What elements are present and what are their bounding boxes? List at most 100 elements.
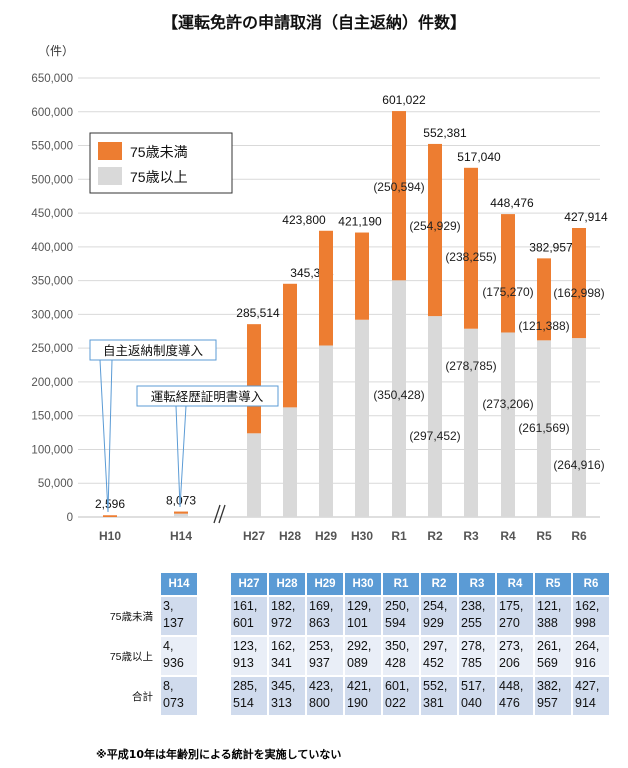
data-label-under75: (175,270) — [482, 285, 533, 299]
y-tick-label: 650,000 — [31, 73, 73, 85]
x-tick-label: R5 — [536, 529, 552, 543]
data-label-over75: (273,206) — [482, 397, 533, 411]
cell-line: 350, — [385, 639, 410, 653]
table-cell: 162, 341 — [269, 637, 305, 675]
cell-line: 238, — [461, 599, 486, 613]
cell-line: 421, — [347, 679, 372, 693]
x-tick-label: H27 — [243, 529, 265, 543]
cell-line: 040 — [461, 696, 482, 710]
table-cell: 345, 313 — [269, 677, 305, 715]
cell-line: 601, — [385, 679, 410, 693]
data-label-total: 8,073 — [166, 494, 196, 508]
table-cell: 250, 594 — [383, 597, 419, 635]
table-cell: 601, 022 — [383, 677, 419, 715]
y-tick-label: 200,000 — [31, 377, 73, 389]
data-label-total: 382,957 — [529, 240, 573, 254]
bar-segment-75-over — [174, 513, 188, 517]
data-label-under75: (250,594) — [373, 180, 424, 194]
cell-line: 936 — [163, 656, 184, 670]
cell-line: 161, — [233, 599, 258, 613]
bar-segment-75-under — [174, 511, 188, 514]
data-label-total: 552,381 — [423, 126, 467, 140]
table-cell: 169, 863 — [307, 597, 343, 635]
legend-swatch-over75 — [98, 167, 122, 185]
cell-line: 452 — [423, 656, 444, 670]
cell-line: 206 — [499, 656, 520, 670]
cell-line: 569 — [537, 656, 558, 670]
table-cell: 253, 937 — [307, 637, 343, 675]
table-row: 75歳未満 3, 137 161, 601 182, 972 169, 863 129, 101 25… — [102, 597, 609, 635]
cell-line: 255 — [461, 616, 482, 630]
table-cell: 427, 914 — [573, 677, 609, 715]
table-cell: 517, 040 — [459, 677, 495, 715]
bar-segment-75-over — [572, 338, 586, 517]
cell-line: 022 — [385, 696, 406, 710]
cell-line: 285, — [233, 679, 258, 693]
cell-line: 175, — [499, 599, 524, 613]
cell-line: 250, — [385, 599, 410, 613]
table-cell: 161, 601 — [231, 597, 267, 635]
table-cell: 175, 270 — [497, 597, 533, 635]
table-cell: 182, 972 — [269, 597, 305, 635]
bar-segment-75-under — [392, 111, 406, 281]
data-label-over75: (264,916) — [553, 458, 604, 472]
table-cell: 350, 428 — [383, 637, 419, 675]
cell-line: 278, — [461, 639, 486, 653]
cell-line: 8, — [163, 679, 174, 693]
y-tick-label: 450,000 — [31, 208, 73, 220]
bar-segment-75-over — [537, 340, 551, 517]
table-cell: 421, 190 — [345, 677, 381, 715]
cell-line: 273, — [499, 639, 524, 653]
table-corner — [102, 573, 159, 595]
y-axis-unit: （件） — [38, 44, 74, 58]
cell-line: 863 — [309, 616, 330, 630]
data-table: H14 H27 H28 H29 H30 R1 R2 R3 R4 R5 R6 75歳未満 3, 137 161… — [100, 571, 611, 717]
y-tick-label: 350,000 — [31, 276, 73, 288]
table-cell: 129, 101 — [345, 597, 381, 635]
cell-line: 388 — [537, 616, 558, 630]
table-cell: 297, 452 — [421, 637, 457, 675]
bar-segment-75-under — [319, 230, 333, 346]
data-label-under75: (121,388) — [518, 319, 569, 333]
callout-self-return-system: 自主返納制度導入 — [103, 343, 204, 358]
table-header: R4 — [497, 573, 533, 595]
x-tick-label: R4 — [500, 529, 516, 543]
data-label-total: 423,800 — [282, 213, 326, 227]
bar-segment-75-over — [428, 316, 442, 517]
bar-segment-75-over — [464, 328, 478, 517]
table-header: H14 — [161, 573, 197, 595]
cell-line: 089 — [347, 656, 368, 670]
table-gap — [199, 677, 229, 715]
legend-swatch-under75 — [98, 142, 122, 160]
table-header: R5 — [535, 573, 571, 595]
bar-segment-75-over — [283, 407, 297, 517]
data-label-total: 285,514 — [236, 306, 280, 320]
table-cell: 552, 381 — [421, 677, 457, 715]
cell-line: 264, — [575, 639, 600, 653]
cell-line: 182, — [271, 599, 296, 613]
legend-label-over75: 75歳以上 — [130, 169, 188, 185]
cell-line: 297, — [423, 639, 448, 653]
data-label-under75: (254,929) — [409, 219, 460, 233]
callout-driving-history-certificate: 運転経歴証明書導入 — [151, 389, 264, 404]
table-cell: 121, 388 — [535, 597, 571, 635]
cell-line: 137 — [163, 616, 184, 630]
cell-line: 785 — [461, 656, 482, 670]
callout-box — [136, 385, 279, 407]
cell-line: 601 — [233, 616, 254, 630]
y-tick-label: 150,000 — [31, 411, 73, 423]
bar-segment-75-over — [247, 433, 261, 517]
bar-total — [103, 515, 117, 517]
cell-line: 800 — [309, 696, 330, 710]
cell-line: 313 — [271, 696, 292, 710]
bar-segment-75-under — [283, 283, 297, 408]
cell-line: 345, — [271, 679, 296, 693]
table-gap — [199, 573, 229, 595]
cell-line: 594 — [385, 616, 406, 630]
bar-segment-75-under — [501, 214, 515, 333]
cell-line: 957 — [537, 696, 558, 710]
x-tick-label: H30 — [351, 529, 373, 543]
cell-line: 423, — [309, 679, 334, 693]
bar-segment-75-over — [319, 345, 333, 517]
table-header: H30 — [345, 573, 381, 595]
